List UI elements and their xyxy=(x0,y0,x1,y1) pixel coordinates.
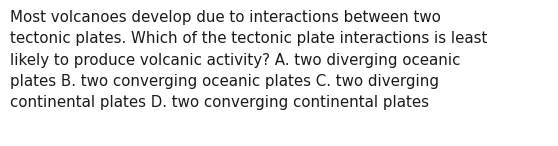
Text: Most volcanoes develop due to interactions between two
tectonic plates. Which of: Most volcanoes develop due to interactio… xyxy=(10,10,488,110)
